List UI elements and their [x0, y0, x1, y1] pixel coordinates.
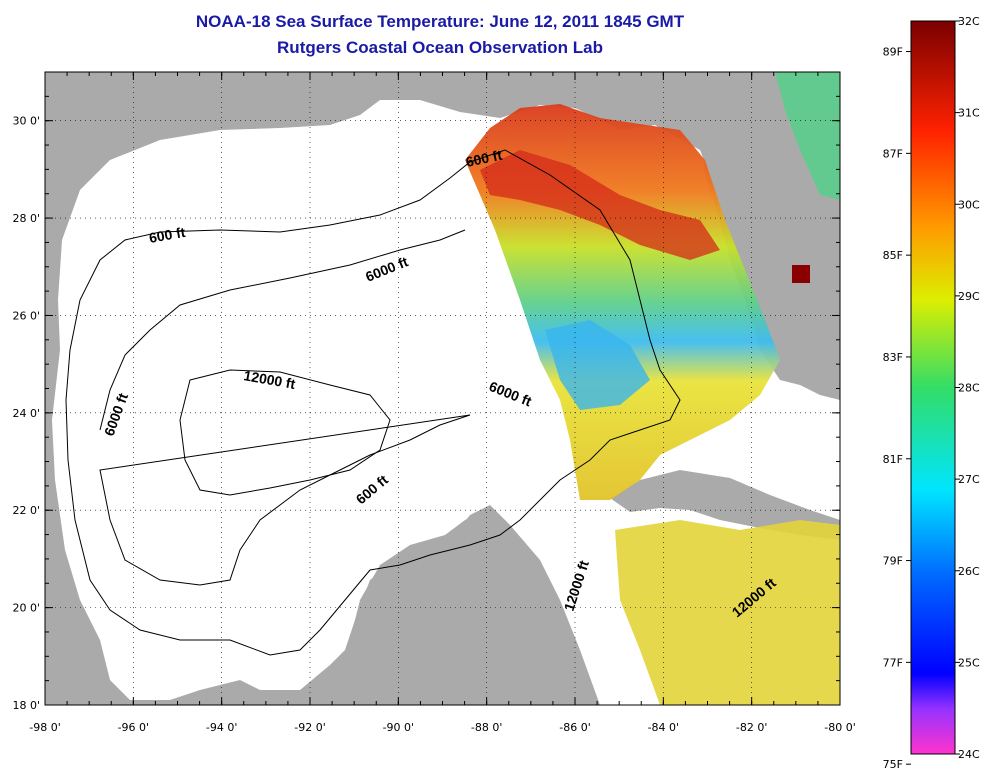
- lon-tick-label: -82 0': [736, 721, 768, 734]
- lon-tick-label: -94 0': [206, 721, 238, 734]
- fahrenheit-tick-label: 81F: [883, 453, 903, 466]
- lat-tick-label: 24 0': [12, 407, 40, 420]
- cuba-land: [610, 470, 840, 540]
- fahrenheit-tick-label: 83F: [883, 351, 903, 364]
- sst-swath-caribbean: [615, 520, 840, 705]
- celsius-tick-label: 27C: [958, 473, 980, 486]
- celsius-tick-label: 30C: [958, 198, 980, 211]
- colorbar-ticks: 32C 31C 30C 29C 28C 27C 26C 25C 24C 89F 87F 85F 83F 8…: [883, 15, 980, 770]
- lon-tick-label: -98 0': [29, 721, 61, 734]
- celsius-tick-label: 29C: [958, 290, 980, 303]
- contour-label-600ft-west: 600 ft: [148, 224, 187, 246]
- fahrenheit-tick-label: 87F: [883, 147, 903, 160]
- lon-tick-label: -90 0': [383, 721, 415, 734]
- lon-tick-label: -88 0': [471, 721, 503, 734]
- coordinate-grid: [45, 72, 840, 705]
- contour-label-600ft-north: 600 ft: [464, 147, 503, 170]
- contour-600ft: [65, 149, 681, 656]
- map-title: NOAA-18 Sea Surface Temperature: June 12…: [195, 12, 685, 31]
- lon-tick-label: -92 0': [294, 721, 326, 734]
- depth-contours: [65, 149, 681, 656]
- colorbar: [910, 20, 956, 755]
- lon-tick-label: -86 0': [559, 721, 591, 734]
- contour-6000ft: [99, 229, 471, 586]
- celsius-tick-label: 25C: [958, 656, 980, 669]
- celsius-tick-label: 32C: [958, 15, 980, 28]
- lon-tick-label: -80 0': [824, 721, 856, 734]
- sst-warm-core: [480, 150, 720, 260]
- map-subtitle: Rutgers Coastal Ocean Observation Lab: [277, 38, 603, 57]
- fahrenheit-tick-label: 77F: [883, 656, 903, 669]
- lat-tick-label: 30 0': [12, 115, 40, 128]
- axis-ticks: -98 0' -96 0' -94 0' -92 0' -90 0' -88 0' -86 …: [12, 71, 856, 734]
- sst-lake-okeechobee: [792, 265, 810, 283]
- lat-tick-label: 26 0': [12, 309, 40, 322]
- sst-cool-patch: [545, 320, 650, 410]
- lon-tick-label: -84 0': [648, 721, 680, 734]
- lon-tick-label: -96 0': [118, 721, 150, 734]
- lat-tick-label: 22 0': [12, 504, 40, 517]
- fahrenheit-tick-label: 75F: [883, 758, 903, 770]
- celsius-tick-label: 24C: [958, 748, 980, 761]
- contour-12000ft: [179, 369, 391, 496]
- celsius-tick-label: 28C: [958, 382, 980, 395]
- lat-tick-label: 28 0': [12, 212, 40, 225]
- lat-tick-label: 20 0': [12, 602, 40, 615]
- celsius-tick-label: 31C: [958, 107, 980, 120]
- sst-florida-east: [775, 72, 840, 200]
- fahrenheit-tick-label: 89F: [883, 46, 903, 59]
- lat-tick-label: 18 0': [12, 699, 40, 712]
- fahrenheit-tick-label: 79F: [883, 555, 903, 568]
- fahrenheit-tick-label: 85F: [883, 249, 903, 262]
- celsius-tick-label: 26C: [958, 565, 980, 578]
- yucatan-land: [340, 510, 515, 705]
